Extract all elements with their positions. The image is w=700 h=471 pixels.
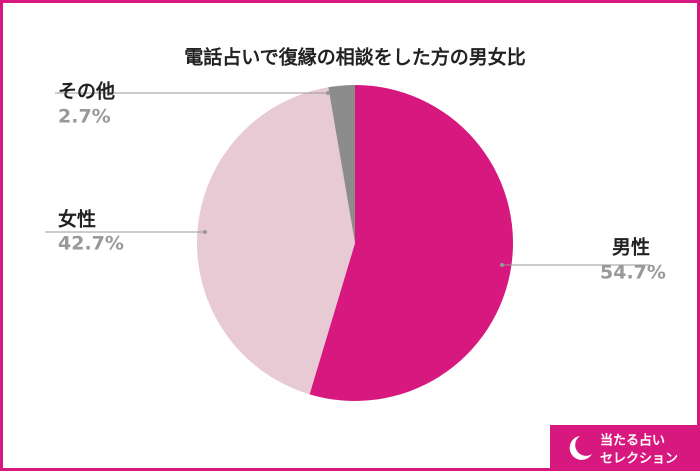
leader-dot bbox=[203, 230, 207, 234]
pie-slice bbox=[309, 85, 513, 401]
leader-dot bbox=[500, 263, 504, 267]
pie-slice bbox=[196, 87, 355, 395]
slice-label: 女性 bbox=[58, 208, 96, 231]
leader-dot bbox=[326, 91, 330, 95]
value-label: 2.7% bbox=[58, 106, 111, 128]
logo-text: 当たる占い bbox=[600, 433, 665, 449]
logo-text: セレクション bbox=[600, 452, 678, 467]
slice-label: 男性 bbox=[612, 236, 650, 259]
pie bbox=[196, 85, 513, 401]
logo-moon bbox=[569, 436, 592, 460]
pie-slice bbox=[328, 85, 355, 243]
value-label: 54.7% bbox=[600, 262, 666, 284]
chart-title: 電話占いで復縁の相談をした方の男女比 bbox=[184, 46, 525, 69]
slice-label: その他 bbox=[58, 80, 115, 103]
value-label: 42.7% bbox=[58, 233, 124, 255]
